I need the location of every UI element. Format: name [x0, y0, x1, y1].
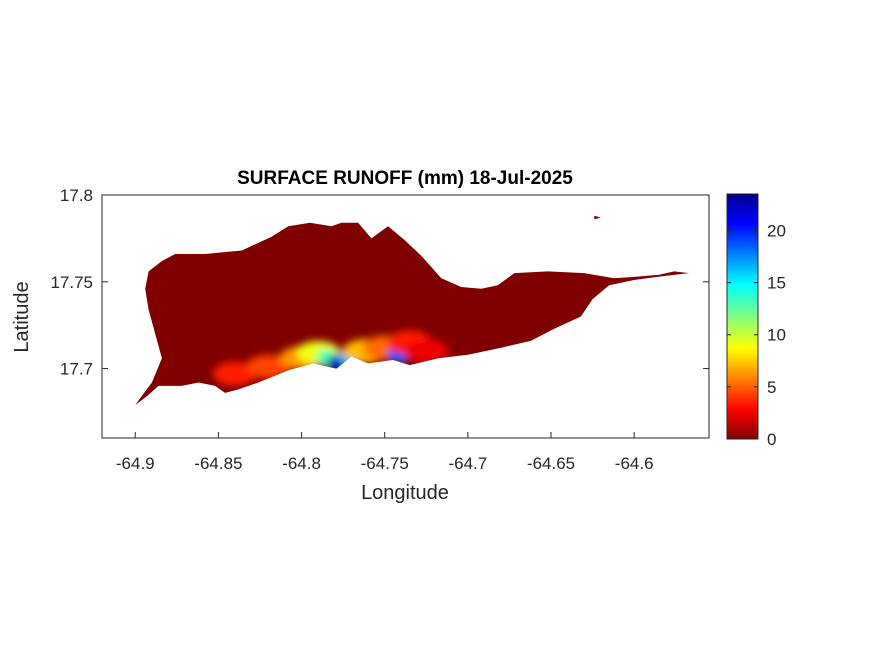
- colorbar-tick-label: 20: [767, 221, 786, 240]
- colorbar-tick-label: 0: [767, 430, 776, 449]
- x-tick-label: -64.65: [527, 454, 575, 473]
- x-axis-label: Longitude: [361, 482, 449, 504]
- x-tick-label: -64.6: [615, 454, 654, 473]
- x-tick-label: -64.8: [282, 454, 321, 473]
- colorbar-tick-label: 10: [767, 326, 786, 345]
- y-tick-label: 17.8: [60, 186, 93, 205]
- x-tick-label: -64.75: [361, 454, 409, 473]
- islet-surface: [594, 215, 601, 220]
- colorbar-gradient: [726, 193, 759, 440]
- y-tick-label: 17.75: [50, 273, 93, 292]
- x-tick-label: -64.9: [116, 454, 155, 473]
- chart-title: SURFACE RUNOFF (mm) 18-Jul-2025: [237, 168, 573, 189]
- y-axis: 17.7 17.75 17.8: [50, 186, 709, 379]
- x-tick-label: -64.85: [194, 454, 242, 473]
- y-tick-label: 17.7: [60, 360, 93, 379]
- runoff-patch: [213, 361, 258, 386]
- colorbar-tick-label: 5: [767, 378, 776, 397]
- colorbar-ticks: 0 5 10 15 20: [727, 221, 786, 449]
- x-axis: -64.9 -64.85 -64.8 -64.75 -64.7 -64.65 -64.6: [116, 432, 654, 473]
- x-tick-label: -64.7: [448, 454, 487, 473]
- runoff-patch: [404, 339, 449, 364]
- colorbar-tick-label: 15: [767, 274, 786, 293]
- runoff-patch: [246, 354, 291, 379]
- colorbar: 0 5 10 15 20: [726, 193, 786, 449]
- y-axis-label: Latitude: [11, 281, 33, 352]
